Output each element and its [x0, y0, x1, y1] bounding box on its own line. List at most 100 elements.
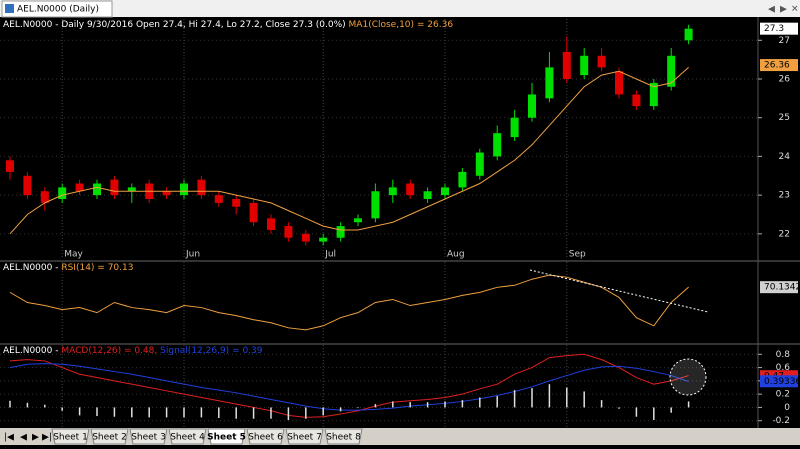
- sheet-tab-shape: [90, 428, 129, 445]
- sheet-tab-label: Sheet 4: [170, 433, 205, 443]
- sheet-tab-shape: [285, 428, 324, 445]
- candle-body: [267, 218, 275, 230]
- y-tick-label: 24: [779, 152, 791, 162]
- candle-body: [406, 183, 415, 196]
- candle-body: [684, 28, 693, 41]
- sheet-nav-prev[interactable]: ◀: [20, 433, 27, 443]
- sheet-tab-shape: [324, 428, 363, 445]
- candle-body: [667, 55, 676, 87]
- x-tick-label: Aug: [447, 250, 465, 260]
- candle-body: [580, 55, 589, 76]
- candle-body: [545, 67, 554, 99]
- sheet-tab[interactable]: Sheet 4: [168, 428, 207, 445]
- candle-body: [197, 179, 206, 196]
- pane-header: AEL.N0000 - RSI(14) = 70.13: [3, 263, 133, 273]
- sheet-tab-label: Sheet 8: [326, 433, 361, 443]
- candle-body: [458, 171, 467, 188]
- value-tag: [760, 375, 798, 388]
- x-tick-label: Sep: [569, 250, 586, 260]
- candle-body: [632, 94, 641, 107]
- candle-body: [649, 82, 658, 107]
- y-tick-label: 0.8: [776, 350, 791, 360]
- value-tag: [760, 281, 798, 294]
- candle-body: [336, 226, 345, 238]
- sheet-tab-label: Sheet 3: [131, 433, 166, 443]
- legend-entry: MACD(12,26) = 0.48,: [61, 346, 157, 356]
- window-title: AEL.N0000 (Daily): [17, 5, 99, 15]
- sheet-tab[interactable]: Sheet 6: [246, 428, 285, 445]
- candle-body: [40, 191, 49, 203]
- sheet-tab[interactable]: Sheet 1: [51, 428, 90, 445]
- sheet-tab-label: Sheet 2: [92, 433, 127, 443]
- candle-body: [371, 191, 380, 219]
- legend-entry: MA1(Close,10) = 26.36: [349, 20, 454, 30]
- value-tag-label: 0.39336: [764, 377, 800, 387]
- sheet-tab-label: Sheet 5: [207, 433, 246, 443]
- value-tag-label: 70.1342: [764, 283, 800, 293]
- candle-body: [162, 191, 171, 196]
- legend-entry: Signal(12,26,9) = 0.39: [160, 346, 263, 356]
- title-bar: [0, 0, 800, 17]
- candle-body: [615, 71, 623, 95]
- sheet-tab[interactable]: Sheet 2: [90, 428, 129, 445]
- candle-body: [301, 233, 310, 242]
- candle-body: [354, 218, 362, 223]
- sheet-nav-next[interactable]: ▶: [32, 433, 39, 443]
- candle-body: [284, 226, 293, 238]
- candle-body: [93, 183, 101, 196]
- sheet-tab-shape: [246, 428, 285, 445]
- candle-body: [319, 237, 328, 242]
- candle-body: [510, 117, 519, 138]
- candle-body: [180, 183, 188, 196]
- candle-body: [493, 133, 502, 157]
- sheet-tab-label: Sheet 1: [53, 433, 88, 443]
- candle-body: [75, 183, 84, 192]
- window-tab[interactable]: [1, 0, 113, 18]
- sheet-tab-label: Sheet 7: [287, 433, 322, 443]
- x-tick-label: May: [64, 250, 83, 260]
- sheet-tab-shape: [207, 428, 246, 445]
- x-tick-label: Jun: [185, 250, 200, 260]
- close-button[interactable]: ✕: [791, 5, 799, 15]
- y-tick-label: 0.6: [776, 363, 791, 373]
- candle-body: [214, 195, 223, 203]
- candle-body: [23, 175, 32, 196]
- candle-body: [232, 199, 241, 207]
- candle-body: [388, 187, 397, 196]
- y-tick-label: -0.2: [772, 416, 790, 426]
- series-line: [9, 363, 689, 411]
- y-tick-label: 23: [779, 191, 790, 201]
- series-line: [9, 274, 689, 331]
- value-tag: [760, 59, 798, 72]
- y-tick-label: 0: [784, 403, 790, 413]
- sheet-nav-first[interactable]: |◀: [4, 433, 14, 443]
- y-tick-label: 25: [779, 113, 790, 123]
- pane-title: AEL.N0000 -: [3, 346, 58, 356]
- candle-body: [441, 187, 449, 196]
- candle-body: [423, 191, 432, 199]
- sheet-tab[interactable]: Sheet 3: [129, 428, 168, 445]
- sheet-tab[interactable]: Sheet 8: [324, 428, 363, 445]
- nav-right[interactable]: ▶: [780, 5, 787, 15]
- y-tick-label: 0.2: [776, 390, 790, 400]
- candle-body: [58, 187, 67, 199]
- candle-body: [597, 55, 606, 68]
- legend-entry: RSI(14) = 70.13: [61, 263, 133, 273]
- sheet-tab[interactable]: Sheet 5: [207, 428, 246, 445]
- candle-body: [6, 160, 14, 172]
- sheet-tab-shape: [168, 428, 207, 445]
- pane-title: AEL.N0000 -: [3, 263, 58, 273]
- sheet-tab[interactable]: Sheet 7: [285, 428, 324, 445]
- sheet-nav-last[interactable]: ▶|: [42, 433, 52, 443]
- candle-body: [528, 94, 536, 118]
- value-tag-label: 26.36: [764, 61, 790, 71]
- sheet-tab-label: Sheet 6: [248, 433, 283, 443]
- y-tick-label: 27: [779, 36, 790, 46]
- series-line: [9, 67, 689, 235]
- series-line: [9, 353, 689, 418]
- nav-left[interactable]: ◀: [768, 5, 775, 15]
- pane-title: AEL.N0000 - Daily 9/30/2016 Open 27.4, H…: [3, 20, 346, 30]
- tab-icon: [5, 4, 14, 13]
